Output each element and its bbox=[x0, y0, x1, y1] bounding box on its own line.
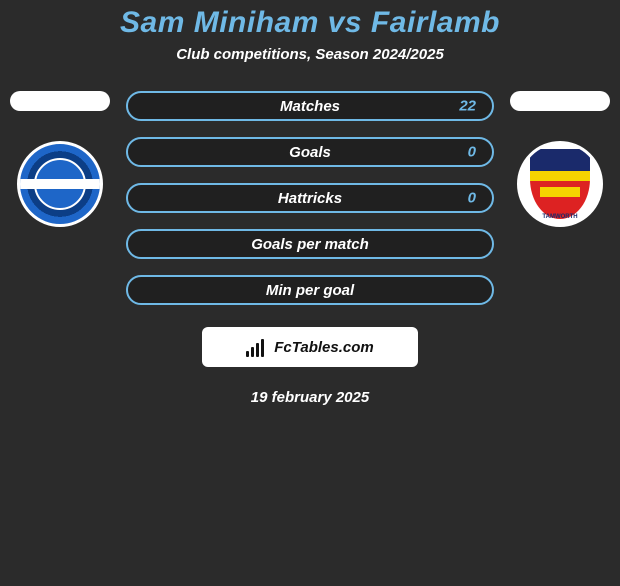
stat-label: Goals per match bbox=[251, 236, 369, 253]
left-player-name-chip bbox=[10, 91, 110, 111]
stat-label: Min per goal bbox=[266, 282, 354, 299]
stat-row: Hattricks 0 bbox=[126, 183, 494, 213]
attribution-text: FcTables.com bbox=[274, 339, 373, 356]
comparison-subhead: Club competitions, Season 2024/2025 bbox=[0, 46, 620, 63]
comparison-headline: Sam Miniham vs Fairlamb bbox=[0, 6, 620, 40]
stat-value-right: 0 bbox=[468, 190, 476, 207]
stat-value-right: 0 bbox=[468, 144, 476, 161]
stat-label: Hattricks bbox=[278, 190, 342, 207]
crest-ribbon: TAMWORTH bbox=[542, 214, 577, 220]
stat-value-right: 22 bbox=[459, 98, 476, 115]
snapshot-date: 19 february 2025 bbox=[0, 389, 620, 406]
stat-label: Goals bbox=[289, 144, 331, 161]
stat-row: Goals per match bbox=[126, 229, 494, 259]
right-player-col: TAMWORTH bbox=[500, 91, 620, 227]
crest-label: HT bbox=[20, 144, 100, 224]
attribution-badge: FcTables.com bbox=[202, 327, 418, 367]
right-club-crest: TAMWORTH bbox=[517, 141, 603, 227]
stat-row: Min per goal bbox=[126, 275, 494, 305]
right-player-name-chip bbox=[510, 91, 610, 111]
left-player-col: HT bbox=[0, 91, 120, 227]
stat-label: Matches bbox=[280, 98, 340, 115]
bar-chart-icon bbox=[246, 337, 266, 357]
comparison-layout: HT Matches 22 Goals 0 Hattricks 0 Goals per ma… bbox=[0, 91, 620, 305]
stat-row: Goals 0 bbox=[126, 137, 494, 167]
stats-list: Matches 22 Goals 0 Hattricks 0 Goals per match… bbox=[120, 91, 500, 305]
stat-row: Matches 22 bbox=[126, 91, 494, 121]
left-club-crest: HT bbox=[17, 141, 103, 227]
